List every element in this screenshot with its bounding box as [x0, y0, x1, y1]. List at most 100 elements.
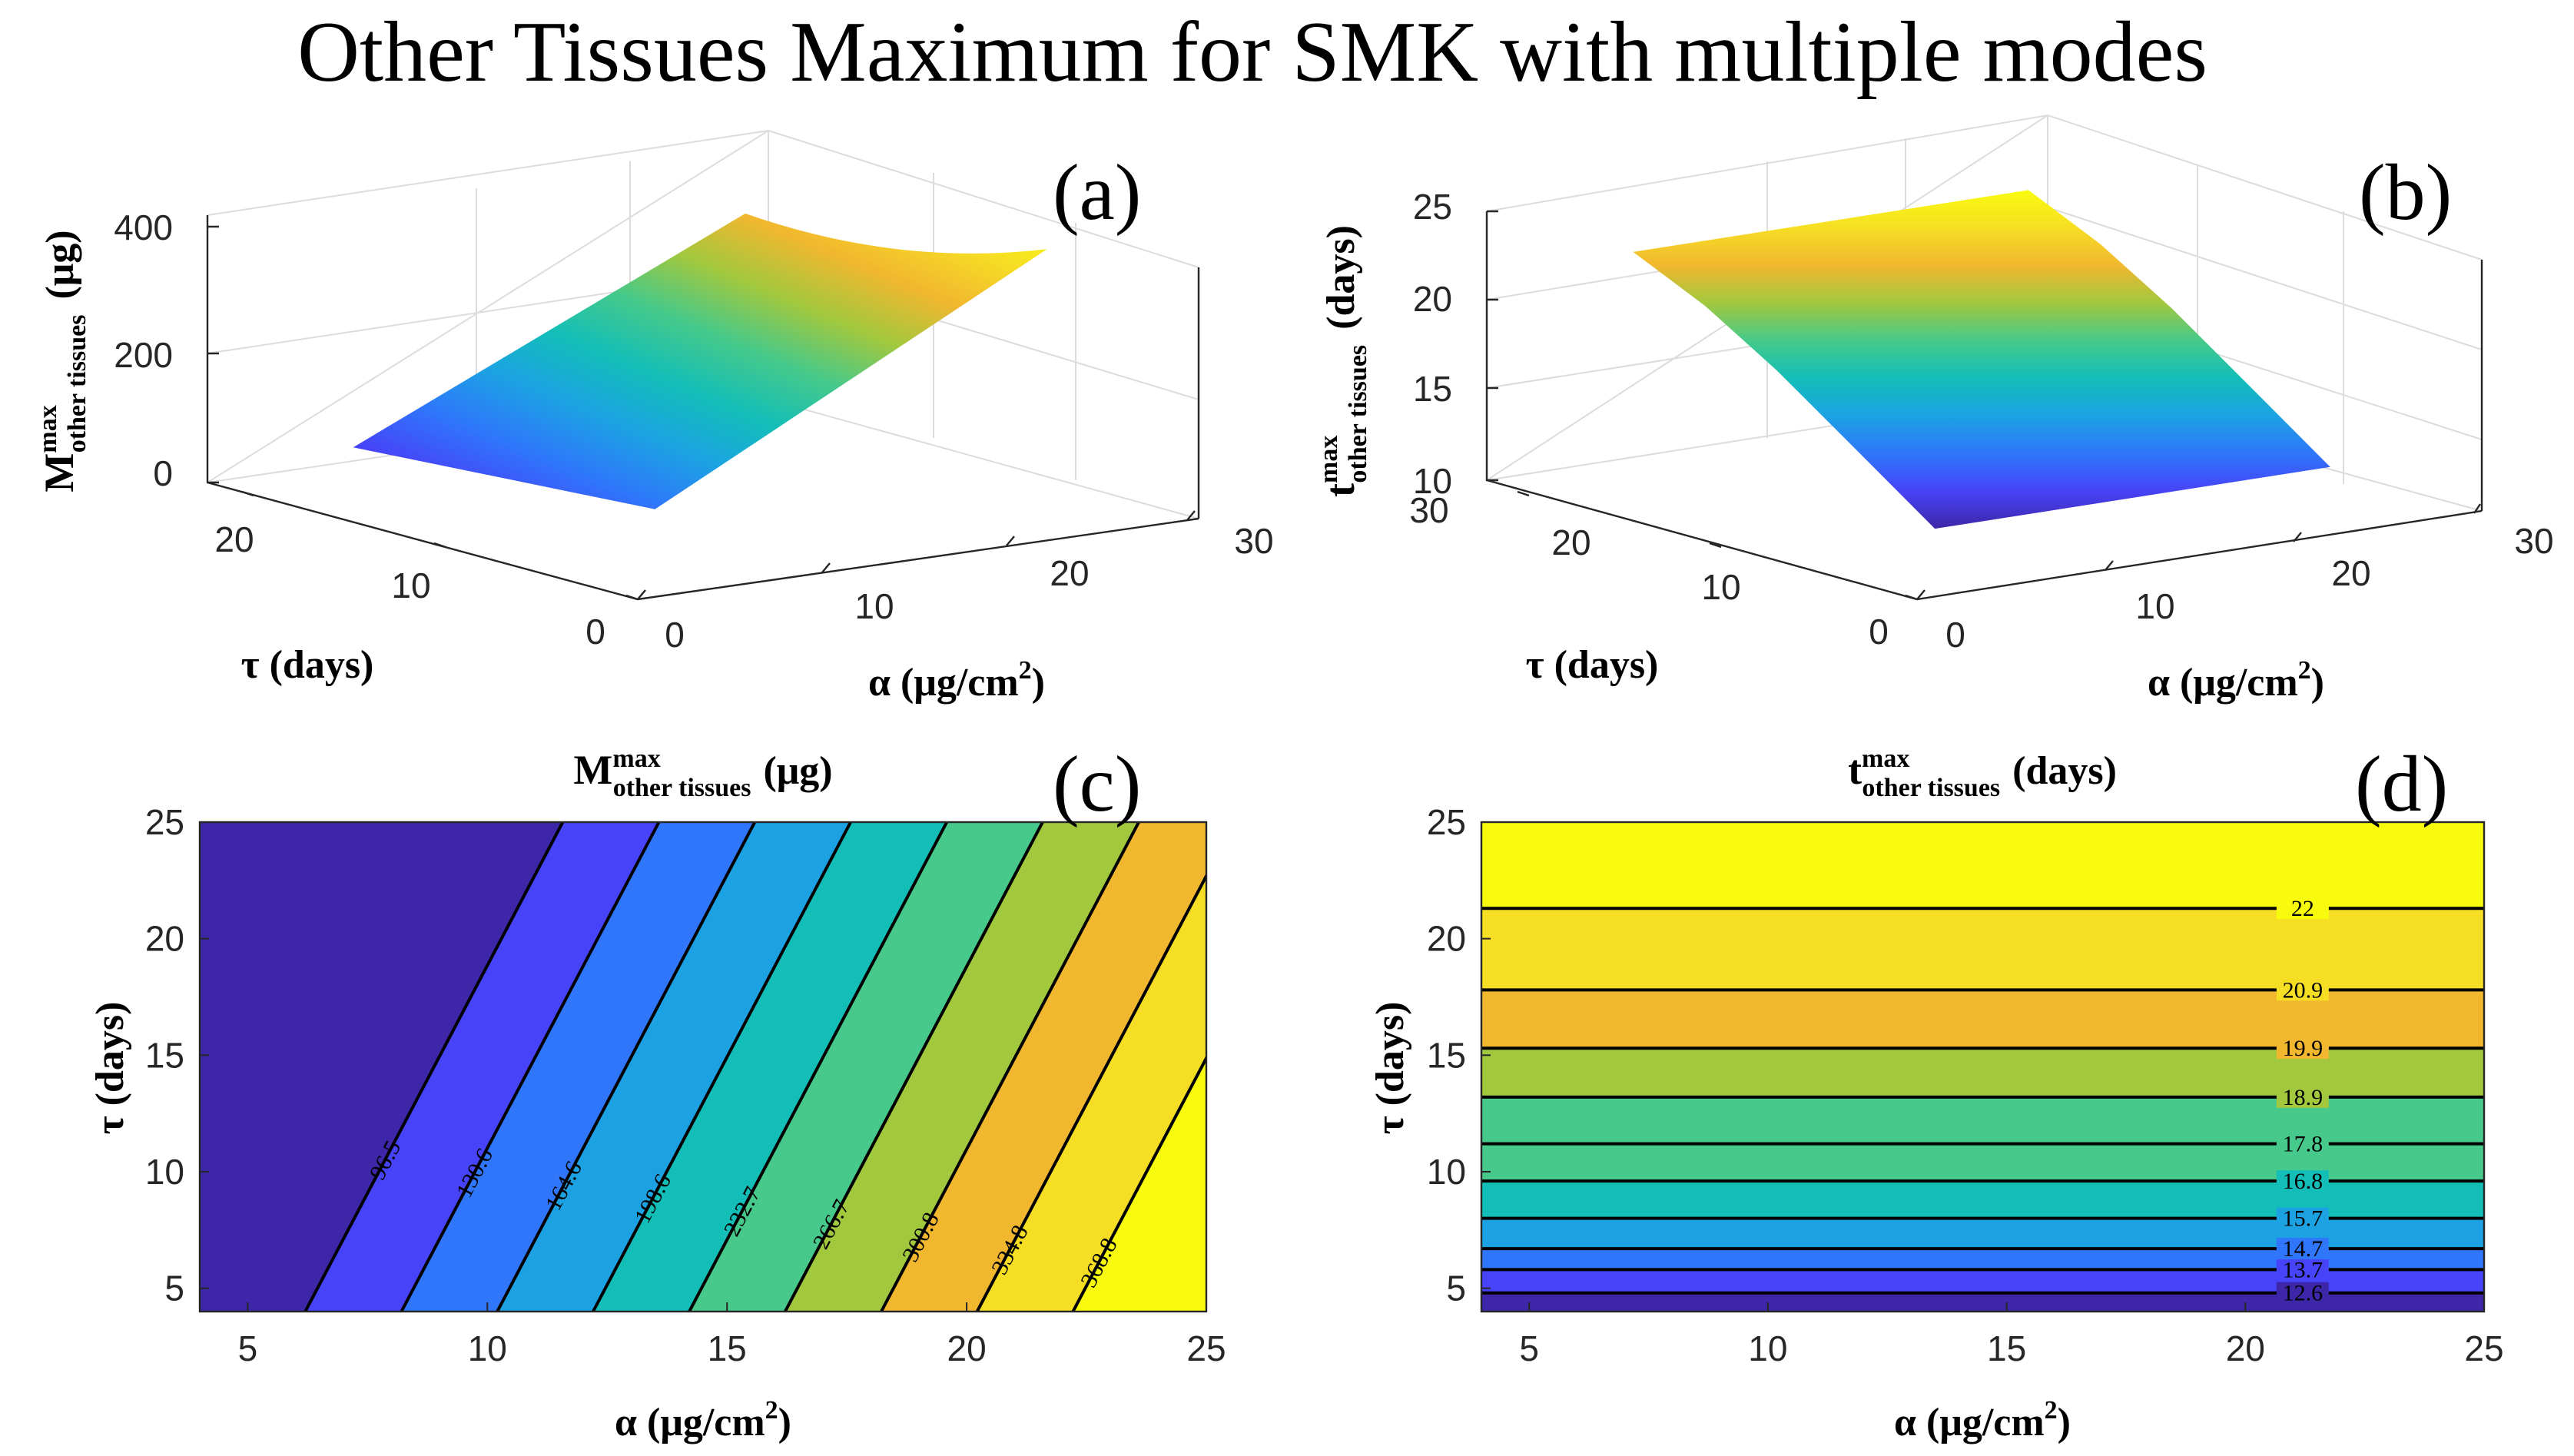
panel-a-ztick-0: 0	[153, 453, 173, 493]
contour-band	[1481, 1048, 2484, 1097]
contour-label: 20.9	[2283, 977, 2324, 1003]
contour-band	[1481, 990, 2484, 1049]
panel-b-ytick-2: 20	[1551, 522, 1591, 562]
panel-c-title-sub: other tissues	[613, 774, 751, 802]
contour-label: 16.8	[2283, 1169, 2324, 1194]
panel-a-xtick-1: 10	[854, 586, 894, 626]
panel-a-ytick-0: 0	[585, 612, 605, 652]
panel-b-zlabel: tmaxother tissues (days)	[1315, 225, 1372, 497]
panel-c-xlabel-main: α (μg/cm	[615, 1401, 765, 1444]
panel-d-tag: (d)	[2355, 740, 2448, 828]
panel-b-ytick-3: 30	[1409, 490, 1448, 530]
panel-d-title-unit: (days)	[2012, 749, 2117, 793]
contour-line	[880, 822, 1140, 1312]
contour-band	[1481, 822, 2484, 909]
panel-d-xlabel-sup: 2	[2045, 1396, 2058, 1424]
contour-line	[304, 822, 565, 1312]
contour-line	[496, 822, 757, 1312]
contour-label-backdrop	[2276, 1259, 2329, 1281]
contour-band	[305, 822, 659, 1312]
contour-band	[1481, 1292, 2484, 1312]
panel-a-tag: (a)	[1053, 148, 1141, 237]
contour-label: 17.8	[2283, 1132, 2324, 1157]
contour-label: 14.7	[2283, 1236, 2324, 1262]
panel-a: 0 200 400 0 10 20 30 0 10 20 Mmaxother t…	[34, 129, 1274, 705]
panel-d-plot-frame	[1480, 821, 2486, 1313]
contour-label: 19.9	[2283, 1036, 2324, 1061]
panel-a-xtick-3: 30	[1234, 521, 1273, 561]
y-tick-label: 25	[145, 802, 184, 842]
x-tick-label: 25	[1186, 1328, 1226, 1368]
panel-b-zlabel-sub: other tissues	[1344, 345, 1372, 483]
contour-band	[1481, 1143, 2484, 1182]
y-tick-label: 20	[145, 919, 184, 959]
contour-label-backdrop	[2276, 1133, 2329, 1155]
panel-d-title-sup: max	[1862, 745, 1909, 773]
surface-b	[1633, 190, 2330, 529]
panel-c-title: Mmax other tissues (μg)	[573, 745, 832, 802]
panel-c-tag: (c)	[1053, 740, 1141, 828]
panel-b-xlabel: α (μg/cm2)	[2148, 656, 2324, 705]
contour-band	[1481, 1181, 2484, 1219]
panel-a-zlabel-sup: max	[34, 405, 62, 453]
contour-label-backdrop	[2276, 979, 2329, 1001]
panel-b-ztick-0: 10	[1413, 461, 1452, 501]
surface-a	[353, 213, 1047, 509]
y-tick-label: 15	[1427, 1035, 1466, 1075]
contour-band	[1481, 1218, 2484, 1249]
panel-c-ylabel: τ (days)	[88, 1002, 132, 1135]
panel-b-ztick-3: 25	[1413, 187, 1452, 227]
panel-b-ytick-1: 10	[1701, 567, 1740, 607]
panel-c-ticks: 5 10 15 20 25 5 10 15 20 25	[145, 802, 1226, 1368]
contour-line	[975, 872, 1206, 1312]
figure-title: Other Tissues Maximum for SMK with multi…	[297, 5, 2207, 100]
panel-a-ztick-1: 200	[114, 335, 173, 375]
x-tick-label: 5	[1519, 1328, 1539, 1368]
contour-label: 15.7	[2283, 1206, 2324, 1232]
panel-c-title-unit: (μg)	[763, 749, 832, 793]
x-tick-label: 15	[708, 1328, 747, 1368]
x-tick-label: 20	[2226, 1328, 2265, 1368]
panel-a-ztick-2: 400	[114, 207, 173, 247]
x-tick-label: 10	[468, 1328, 507, 1368]
contour-band	[689, 822, 1043, 1312]
panel-a-ytick-2: 20	[214, 519, 254, 559]
panel-a-xlabel-sup: 2	[1019, 656, 1032, 685]
panel-d-xlabel-close: )	[2058, 1401, 2071, 1444]
y-tick-label: 10	[145, 1152, 184, 1192]
panel-b-xlabel-sup: 2	[2298, 656, 2311, 685]
panel-d-title: tmax other tissues (days)	[1848, 745, 2117, 802]
x-tick-label: 5	[238, 1328, 258, 1368]
panel-a-xtick-2: 20	[1050, 553, 1089, 593]
contour-label: 13.7	[2283, 1257, 2324, 1282]
contour-band	[1481, 908, 2484, 990]
panel-b-ztick-2: 20	[1413, 279, 1452, 319]
panel-b-xtick-2: 20	[2331, 553, 2370, 593]
panel-b-tag: (b)	[2359, 148, 2452, 237]
contour-band	[497, 822, 851, 1312]
contour-label-backdrop	[2276, 1207, 2329, 1229]
panel-b-ticks	[1487, 210, 2481, 601]
panel-b-box-edges	[1485, 211, 2483, 601]
panel-b-ytick-0: 0	[1869, 612, 1889, 652]
contour-band	[592, 822, 947, 1312]
panel-b-zlabel-unit: (days)	[1319, 225, 1363, 330]
panel-d: 12.613.714.7 15.7 16.8 17.8 18.9 19.9 20.9 22 5…	[1368, 740, 2504, 1444]
panel-d-xlabel: α (μg/cm2)	[1894, 1396, 2071, 1444]
panel-b-zlabel-sup: max	[1315, 436, 1343, 483]
panel-c: 96.5 130.6 164.6 198.6 232.7 266.7 300.8 334.8 3…	[88, 740, 1226, 1444]
y-tick-label: 5	[164, 1269, 184, 1308]
x-tick-label: 25	[2464, 1328, 2503, 1368]
panel-a-xlabel-close: )	[1032, 661, 1045, 705]
y-tick-label: 15	[145, 1035, 184, 1075]
contour-line	[400, 822, 661, 1312]
panel-b-xlabel-main: α (μg/cm	[2148, 661, 2298, 705]
y-tick-label: 20	[1427, 919, 1466, 959]
contour-label: 18.9	[2283, 1085, 2324, 1110]
panel-c-fills	[200, 822, 1206, 1312]
panel-c-plot-frame	[198, 821, 1208, 1313]
contour-label-backdrop	[2276, 1238, 2329, 1260]
x-tick-label: 15	[1987, 1328, 2026, 1368]
contour-band	[401, 822, 755, 1312]
contour-label-backdrop	[2276, 1086, 2329, 1108]
